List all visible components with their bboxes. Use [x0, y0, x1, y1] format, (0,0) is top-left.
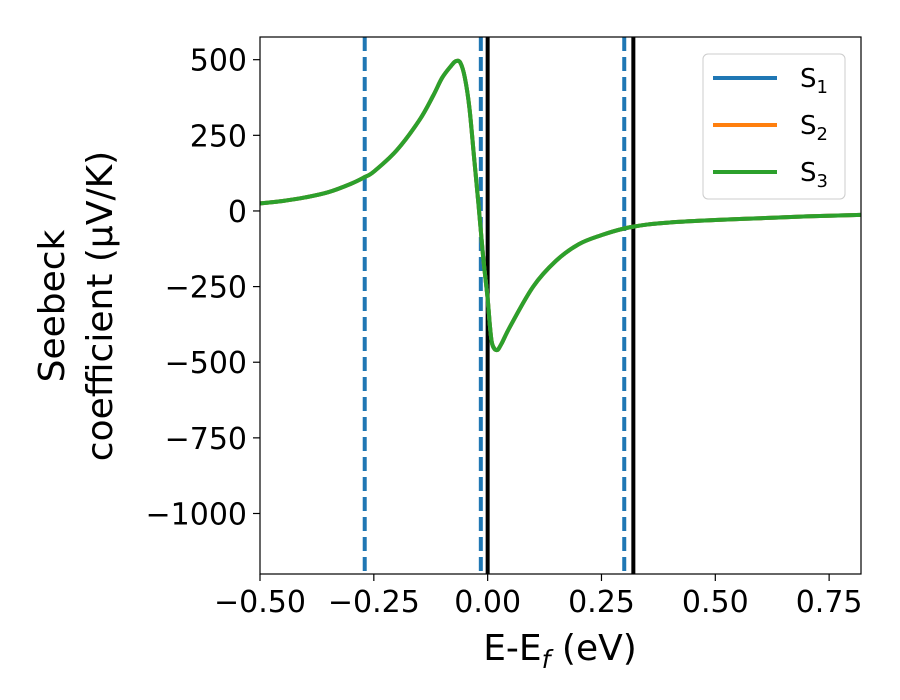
x-axis-ticks: −0.50 −0.25 0.00 0.25 0.50 0.75 — [214, 574, 863, 620]
legend-label-name: S — [800, 111, 817, 141]
y-tick-label: 250 — [190, 119, 247, 154]
plot-frame — [259, 36, 862, 575]
legend-label-subscript: 1 — [817, 77, 828, 98]
x-axis-label: E-Ef (eV) — [483, 628, 637, 674]
curves — [259, 58, 862, 353]
legend-label-name: S — [800, 64, 817, 94]
x-tick-label: 0.00 — [454, 585, 521, 620]
y-tick-label: −750 — [165, 422, 247, 457]
x-tick-label: 0.50 — [682, 585, 749, 620]
reference-lines — [362, 37, 636, 574]
legend-label-subscript: 2 — [817, 124, 828, 145]
series-line-s3 — [259, 58, 862, 353]
x-tick-label: 0.75 — [796, 585, 863, 620]
legend-label-s3: S3 — [800, 158, 828, 192]
y-axis-label-line1: Seebeck — [32, 229, 73, 382]
y-tick-label: 500 — [190, 44, 247, 79]
legend-label-name: S — [800, 158, 817, 188]
legend-label-subscript: 3 — [817, 171, 828, 192]
x-tick-label: −0.50 — [214, 585, 306, 620]
legend-label-s1: S1 — [800, 64, 828, 98]
x-tick-label: 0.25 — [568, 585, 635, 620]
y-tick-label: 0 — [228, 195, 247, 230]
y-tick-label: −1000 — [146, 497, 247, 532]
legend-label-s2: S2 — [800, 111, 828, 145]
y-axis-ticks: 500 250 0 −250 −500 −750 −1000 — [146, 44, 260, 532]
y-tick-label: −500 — [165, 346, 247, 381]
y-axis-label-line2: coefficient (μV/K) — [80, 151, 121, 461]
y-tick-label: −250 — [165, 271, 247, 306]
x-axis-label-unit: (eV) — [550, 628, 636, 669]
x-tick-label: −0.25 — [328, 585, 420, 620]
